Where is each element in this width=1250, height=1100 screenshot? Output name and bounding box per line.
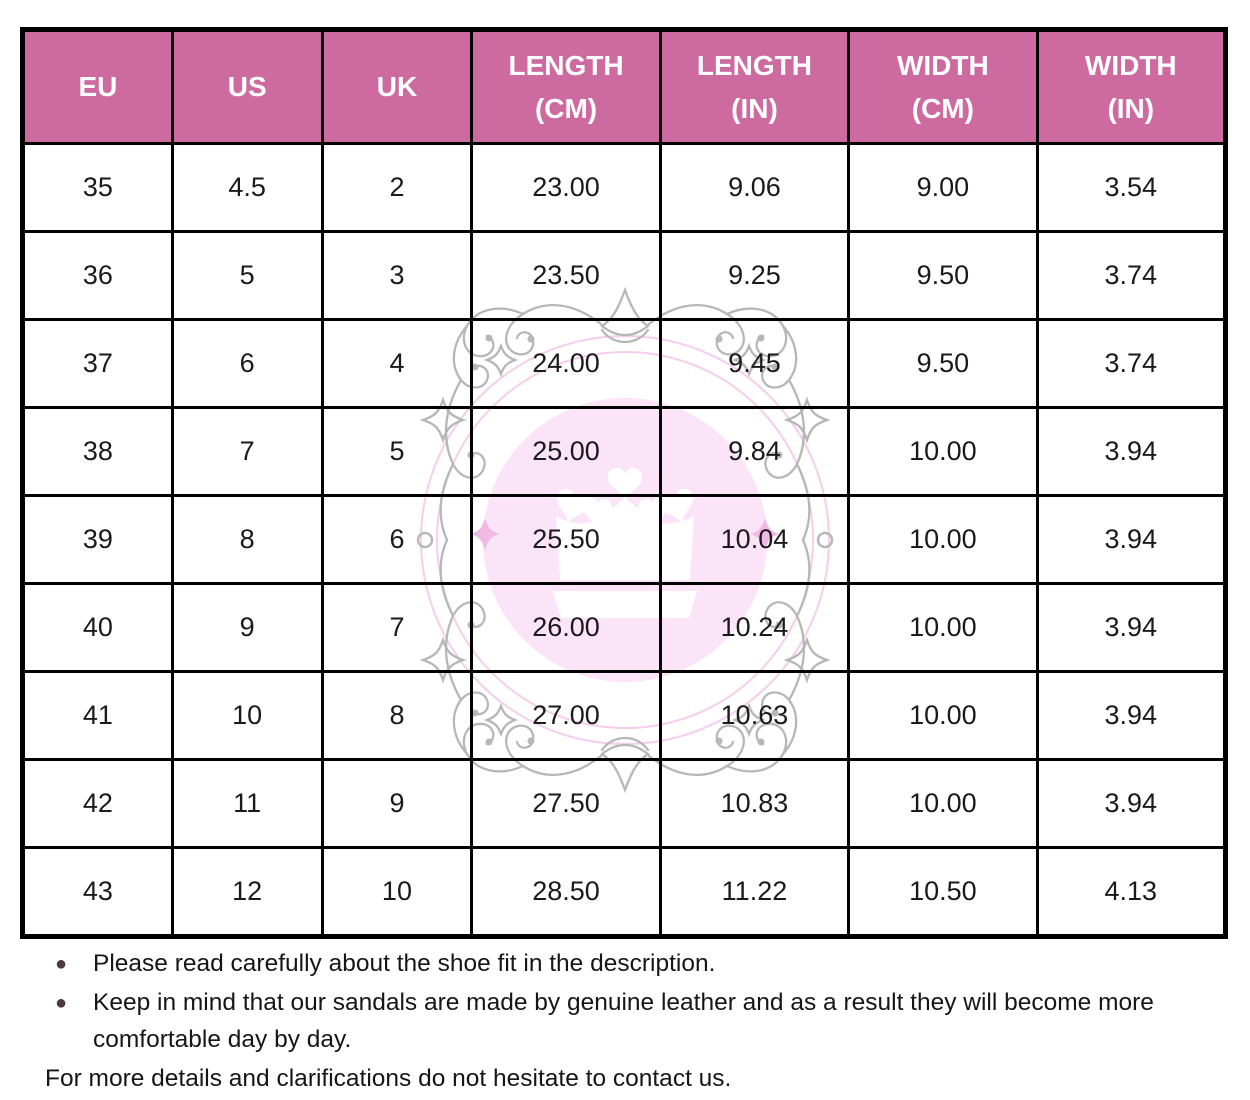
size-cell: 40 [21,582,174,673]
size-cell: 4.5 [170,142,324,233]
size-cell: 39 [21,494,174,585]
table-row: 36 5 3 23.50 9.25 9.50 3.74 [21,230,1228,321]
size-cell: 25.00 [470,406,662,497]
table-row: 40 9 7 26.00 10.24 10.00 3.94 [21,582,1228,673]
size-table-body: 35 4.5 2 23.00 9.06 9.00 3.54 36 5 3 23.50 9.25 9.50… [21,142,1228,938]
size-cell: 8 [170,494,324,585]
size-cell: 36 [21,230,174,321]
size-cell: 11.22 [658,846,851,938]
size-cell: 28.50 [470,846,662,938]
size-cell: 12 [170,846,324,938]
size-cell: 10.04 [658,494,851,585]
size-cell: 3.94 [1035,494,1228,585]
size-cell: 9.25 [658,230,851,321]
size-cell: 27.50 [470,758,662,849]
size-cell: 9.06 [658,142,851,233]
size-cell: 10.00 [847,406,1039,497]
notes-section: ● Please read carefully about the shoe fi… [45,946,1215,1097]
note-text: Please read carefully about the shoe fit… [93,950,716,977]
table-row: 35 4.5 2 23.00 9.06 9.00 3.54 [21,142,1228,233]
size-cell: 26.00 [470,582,662,673]
table-row: 41 10 8 27.00 10.63 10.00 3.94 [21,670,1228,761]
size-cell: 23.50 [470,230,662,321]
size-cell: 10.50 [847,846,1039,938]
size-cell: 9.00 [847,142,1039,233]
notes-list: ● Please read carefully about the shoe fi… [45,946,1215,1058]
size-cell: 7 [170,406,324,497]
column-header: US [170,28,324,145]
size-cell: 3 [320,230,474,321]
size-cell: 41 [21,670,174,761]
size-cell: 3.74 [1035,318,1228,409]
size-cell: 25.50 [470,494,662,585]
size-cell: 4.13 [1035,846,1228,938]
size-cell: 10.24 [658,582,851,673]
size-cell: 9 [320,758,474,849]
size-cell: 3.94 [1035,758,1228,849]
table-row: 43 12 10 28.50 11.22 10.50 4.13 [21,846,1228,938]
column-header: LENGTH (IN) [658,28,851,145]
size-cell: 10 [320,846,474,938]
size-cell: 9.84 [658,406,851,497]
size-cell: 37 [21,318,174,409]
size-cell: 10.00 [847,494,1039,585]
table-row: 39 8 6 25.50 10.04 10.00 3.94 [21,494,1228,585]
size-cell: 3.94 [1035,582,1228,673]
bullet-icon: ● [55,953,68,975]
size-cell: 43 [21,846,174,938]
size-cell: 4 [320,318,474,409]
size-cell: 10.00 [847,758,1039,849]
size-cell: 38 [21,406,174,497]
size-cell: 5 [170,230,324,321]
size-cell: 9.50 [847,230,1039,321]
table-header: EU US UK LENGTH (CM) LENGTH (IN) WIDTH (CM) WI… [21,28,1228,145]
column-header: EU [21,28,174,145]
size-cell: 3.94 [1035,406,1228,497]
table-row: 38 7 5 25.00 9.84 10.00 3.94 [21,406,1228,497]
column-header: WIDTH (IN) [1035,28,1228,145]
size-cell: 3.94 [1035,670,1228,761]
size-cell: 10.83 [658,758,851,849]
bullet-icon: ● [55,992,68,1015]
size-cell: 3.74 [1035,230,1228,321]
size-cell: 5 [320,406,474,497]
header-row: EU US UK LENGTH (CM) LENGTH (IN) WIDTH (CM) WI… [21,28,1228,145]
size-cell: 9 [170,582,324,673]
size-chart-table: EU US UK LENGTH (CM) LENGTH (IN) WIDTH (CM) WI… [20,27,1228,939]
size-cell: 10.63 [658,670,851,761]
column-header: LENGTH (CM) [470,28,662,145]
size-cell: 10.00 [847,670,1039,761]
size-cell: 35 [21,142,174,233]
size-cell: 7 [320,582,474,673]
size-cell: 24.00 [470,318,662,409]
size-cell: 42 [21,758,174,849]
table-row: 42 11 9 27.50 10.83 10.00 3.94 [21,758,1228,849]
size-cell: 2 [320,142,474,233]
contact-note: For more details and clarifications do n… [45,1064,732,1092]
size-cell: 23.00 [470,142,662,233]
column-header: UK [320,28,474,145]
note-item: ● Keep in mind that our sandals are made … [45,985,1215,1058]
size-cell: 3.54 [1035,142,1228,233]
table-row: 37 6 4 24.00 9.45 9.50 3.74 [21,318,1228,409]
size-cell: 9.45 [658,318,851,409]
size-cell: 6 [170,318,324,409]
size-cell: 10.00 [847,582,1039,673]
size-cell: 10 [170,670,324,761]
size-cell: 8 [320,670,474,761]
size-cell: 27.00 [470,670,662,761]
note-item: ● Please read carefully about the shoe fi… [45,946,1215,982]
size-cell: 6 [320,494,474,585]
note-text: Keep in mind that our sandals are made b… [93,989,1154,1053]
size-cell: 9.50 [847,318,1039,409]
size-cell: 11 [170,758,324,849]
column-header: WIDTH (CM) [847,28,1039,145]
